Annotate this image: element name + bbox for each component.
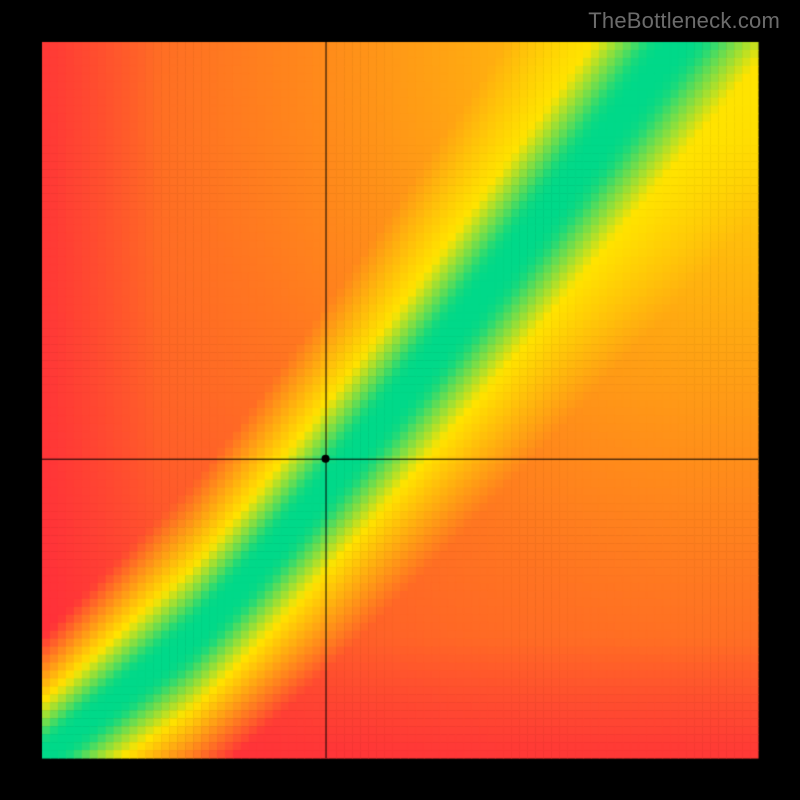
watermark-text: TheBottleneck.com xyxy=(588,8,780,34)
bottleneck-heatmap xyxy=(0,0,800,800)
stage: TheBottleneck.com xyxy=(0,0,800,800)
